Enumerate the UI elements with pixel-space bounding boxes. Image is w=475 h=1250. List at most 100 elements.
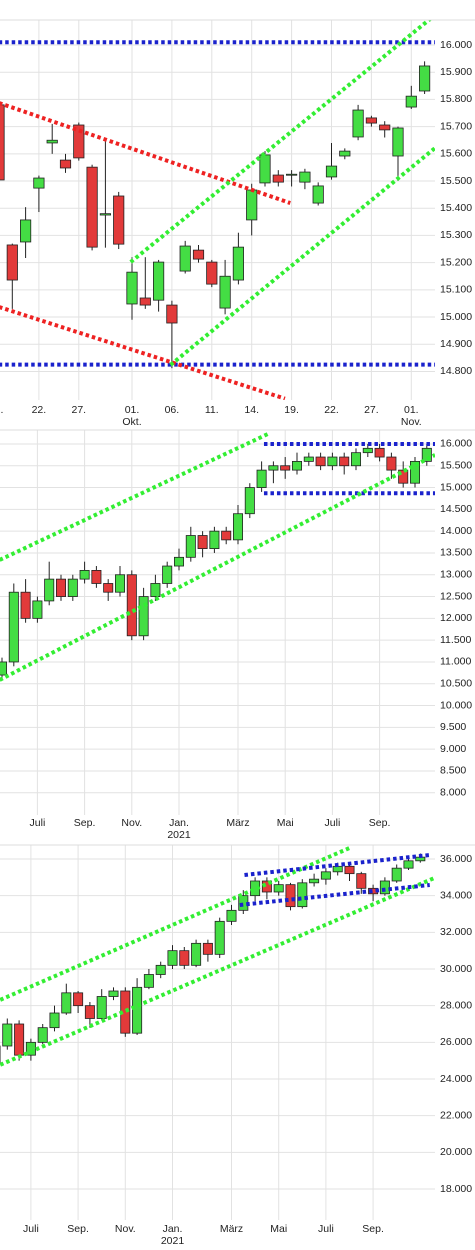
x-tick-label: Sep. <box>369 817 391 829</box>
candle-body <box>173 556 185 567</box>
candle-body <box>73 992 84 1007</box>
candle-body <box>214 920 225 955</box>
candle-body <box>59 159 72 169</box>
y-tick-label: 14.000 <box>440 525 472 537</box>
candle-body <box>405 95 417 108</box>
y-tick-label: 15.800 <box>440 93 472 105</box>
y-tick-label: 14.500 <box>440 503 472 515</box>
trend-line <box>129 20 433 264</box>
candle-body <box>191 942 202 966</box>
candle-body <box>297 882 308 908</box>
x-tick-label: März <box>226 817 249 829</box>
candle-body <box>0 661 8 676</box>
candle-body <box>209 530 220 549</box>
candle-body <box>259 154 271 184</box>
candle-body <box>139 297 151 306</box>
candle-body <box>352 109 364 138</box>
trend-line <box>0 101 291 205</box>
y-tick-label: 15.500 <box>440 460 472 472</box>
candle-body <box>114 574 126 593</box>
candle-body <box>79 569 90 580</box>
y-tick-label: 34.000 <box>440 889 472 901</box>
candle-body <box>273 884 284 893</box>
y-tick-label: 24.000 <box>440 1073 472 1085</box>
candle-body <box>37 1027 48 1043</box>
x-tick-label: Sep. <box>74 817 96 829</box>
candle-body <box>138 596 149 637</box>
candle-body <box>179 245 191 272</box>
y-tick-label: 15.400 <box>440 202 472 214</box>
y-tick-label: 28.000 <box>440 999 472 1011</box>
candle-body <box>99 213 111 216</box>
candle-body <box>206 261 218 285</box>
x-tick-label: Nov. <box>121 817 142 829</box>
x-tick-label: 14. <box>244 404 259 416</box>
y-tick-label: 9.000 <box>440 743 466 755</box>
y-tick-label: 20.000 <box>440 1146 472 1158</box>
candle-body <box>46 139 58 144</box>
candle-body <box>84 1005 95 1019</box>
x-tick-label: Nov. <box>115 1223 136 1235</box>
trend-line <box>0 431 271 562</box>
y-tick-label: 14.800 <box>440 365 472 377</box>
x-tick-label: Mai <box>277 817 294 829</box>
x-tick-label: Mai <box>270 1223 287 1235</box>
candle-body <box>392 127 404 157</box>
candle-body <box>320 871 331 880</box>
x-tick-label: Sep. <box>67 1223 89 1235</box>
candle-body <box>197 535 208 549</box>
candle-body <box>32 600 43 619</box>
candle-body <box>185 535 196 558</box>
candle-body <box>49 1012 60 1029</box>
y-tick-label: 15.300 <box>440 229 472 241</box>
candle-body <box>33 177 45 189</box>
x-tick-label: 7. <box>0 404 3 416</box>
x-tick-label: 01. Nov. <box>401 404 422 428</box>
x-tick-label: 22. <box>32 404 47 416</box>
y-tick-label: 10.500 <box>440 678 472 690</box>
y-tick-label: 13.500 <box>440 547 472 559</box>
candle-body <box>344 865 355 875</box>
y-tick-label: 15.600 <box>440 148 472 160</box>
candle-body <box>391 867 402 882</box>
candle-body <box>339 150 351 157</box>
x-tick-label: Juli <box>23 1223 39 1235</box>
candle-body <box>419 65 431 92</box>
y-tick-label: 11.500 <box>440 634 471 646</box>
y-tick-label: 15.200 <box>440 256 472 268</box>
candle-body <box>312 185 324 204</box>
y-tick-label: 12.500 <box>440 590 472 602</box>
candle-body <box>14 1023 25 1056</box>
candle-body <box>20 591 31 619</box>
y-tick-label: 18.000 <box>440 1183 472 1195</box>
candle-body <box>398 469 409 484</box>
candle-body <box>20 219 32 243</box>
trend-line <box>0 305 286 400</box>
candle-body <box>268 465 279 471</box>
y-tick-label: 14.900 <box>440 338 472 350</box>
y-tick-label: 15.500 <box>440 175 472 187</box>
candle-body <box>192 249 205 260</box>
y-tick-label: 10.000 <box>440 699 472 711</box>
candle-body <box>221 530 232 541</box>
candle-body <box>291 460 303 471</box>
y-tick-label: 36.000 <box>440 853 472 865</box>
candle-body <box>362 447 373 454</box>
y-tick-label: 8.500 <box>440 765 466 777</box>
candle-body <box>309 878 320 884</box>
candle-body <box>256 469 267 488</box>
x-tick-label: 22. <box>324 404 339 416</box>
candle-body <box>280 465 291 471</box>
candle-body <box>386 456 397 471</box>
candle-body <box>332 865 343 873</box>
candle-body <box>179 950 190 966</box>
candle-body <box>25 1041 36 1056</box>
candle-body <box>261 880 272 893</box>
y-tick-label: 16.000 <box>440 438 472 450</box>
candle-body <box>6 244 18 281</box>
candle-body <box>232 246 244 281</box>
candle-body <box>379 124 391 131</box>
candle-body <box>285 884 296 908</box>
